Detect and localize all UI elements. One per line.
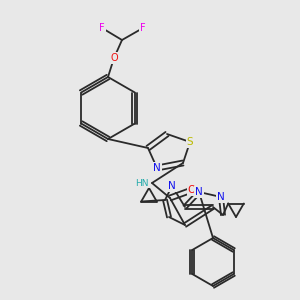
Text: S: S [187, 137, 193, 147]
Text: F: F [140, 23, 146, 33]
Text: N: N [168, 181, 176, 191]
Text: O: O [188, 185, 196, 195]
Text: N: N [195, 187, 203, 197]
Text: F: F [99, 23, 105, 33]
Text: HN: HN [136, 178, 149, 188]
Text: N: N [217, 192, 225, 202]
Text: O: O [110, 53, 118, 63]
Text: N: N [153, 163, 161, 173]
